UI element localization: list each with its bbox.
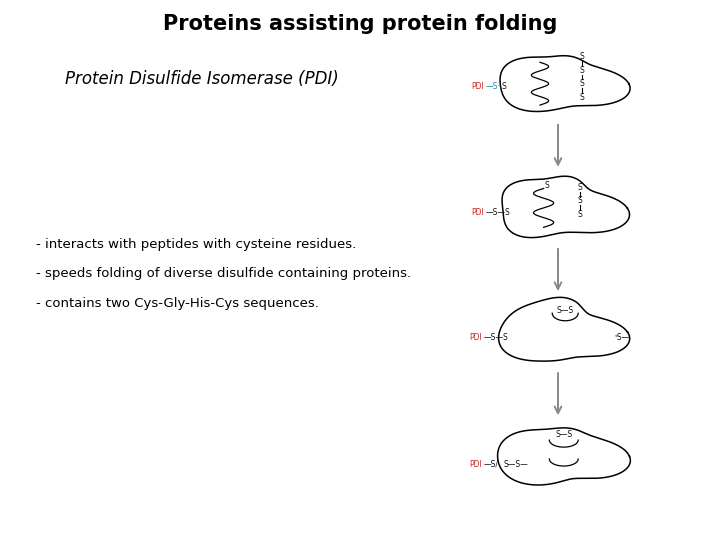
Text: S: S <box>502 82 506 91</box>
Text: Proteins assisting protein folding: Proteins assisting protein folding <box>163 14 557 33</box>
Text: Protein Disulfide Isomerase (PDI): Protein Disulfide Isomerase (PDI) <box>65 70 338 88</box>
Text: S: S <box>577 183 582 192</box>
Text: PDI: PDI <box>472 82 485 91</box>
Text: S: S <box>580 66 584 75</box>
Text: PDI: PDI <box>469 460 482 469</box>
Text: S—S—: S—S— <box>503 460 528 469</box>
Text: PDI: PDI <box>469 333 482 342</box>
Text: S: S <box>545 181 549 190</box>
Text: S: S <box>580 79 584 88</box>
Text: - speeds folding of diverse disulfide containing proteins.: - speeds folding of diverse disulfide co… <box>36 267 411 280</box>
Text: S: S <box>577 210 582 219</box>
Text: S: S <box>580 52 584 61</box>
Text: —S—S: —S—S <box>486 208 510 217</box>
Text: —S—S: —S—S <box>483 333 508 342</box>
Text: - contains two Cys-Gly-His-Cys sequences.: - contains two Cys-Gly-His-Cys sequences… <box>36 297 319 310</box>
Text: ˢS—: ˢS— <box>615 333 630 342</box>
Text: —S·: —S· <box>486 82 500 91</box>
Text: —S/: —S/ <box>483 460 498 469</box>
Text: S—S: S—S <box>557 306 574 315</box>
Text: S: S <box>580 93 584 102</box>
Text: - interacts with peptides with cysteine residues.: - interacts with peptides with cysteine … <box>36 238 356 251</box>
Text: S: S <box>577 197 582 205</box>
Text: PDI: PDI <box>472 208 485 217</box>
Text: S—S: S—S <box>555 430 572 439</box>
